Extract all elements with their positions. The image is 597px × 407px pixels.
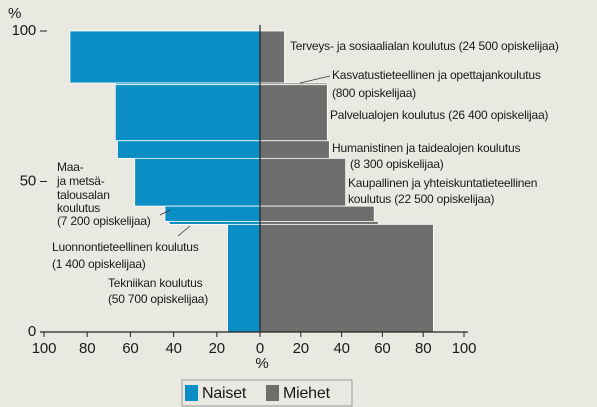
x-tick-label: 20 xyxy=(293,340,309,357)
category-label: Luonnontieteellinen koulutus xyxy=(52,240,199,254)
x-tick-label: 60 xyxy=(122,340,138,357)
bar-men xyxy=(259,140,330,159)
y-axis-label: % xyxy=(8,5,21,22)
x-tick-label: 80 xyxy=(79,340,95,357)
category-label: Kasvatustieteellinen ja opettajankoulutu… xyxy=(332,68,541,82)
bar-men xyxy=(259,84,328,142)
y-tick-label: 50 xyxy=(20,172,36,189)
legend-frame xyxy=(181,379,353,407)
bar-women xyxy=(227,223,261,333)
bar-women xyxy=(69,30,261,84)
bar-men xyxy=(259,223,434,333)
category-label: koulutus xyxy=(57,201,100,215)
legend-swatch xyxy=(185,385,198,401)
x-tick-label: 40 xyxy=(165,340,181,357)
category-label: Maa- xyxy=(57,160,84,174)
x-tick-label: 80 xyxy=(415,340,431,357)
category-label: Terveys- ja sosiaalialan koulutus (24 50… xyxy=(290,39,559,53)
bar-women xyxy=(117,140,261,159)
x-tick-label: 20 xyxy=(209,340,225,357)
bar-men xyxy=(259,30,285,84)
legend-label: Naiset xyxy=(202,385,247,402)
bar-women xyxy=(134,157,261,207)
bar-men xyxy=(259,205,375,222)
x-tick-label: 40 xyxy=(333,340,349,357)
bar-women xyxy=(168,221,261,225)
category-label: ja metsä- xyxy=(56,174,105,188)
category-label: talousalan xyxy=(57,188,110,202)
legend-label: Miehet xyxy=(283,385,331,402)
bar-men xyxy=(259,157,347,207)
category-label: Tekniikan koulutus xyxy=(108,276,203,290)
leader-line xyxy=(177,225,191,237)
leader-line xyxy=(299,75,331,84)
x-tick-label: 100 xyxy=(32,340,56,357)
x-tick-label: 0 xyxy=(256,340,264,357)
x-tick-label: 60 xyxy=(374,340,390,357)
category-label: (800 opiskelijaa) xyxy=(332,86,416,100)
leader-line xyxy=(159,209,171,216)
category-label: (7 200 opiskelijaa) xyxy=(57,214,151,228)
x-tick-label: 100 xyxy=(452,340,476,357)
category-label: Palvelualojen koulutus (26 400 opiskelij… xyxy=(330,108,548,122)
legend-swatch xyxy=(266,385,279,401)
category-label: Kaupallinen ja yhteiskuntatieteellinen xyxy=(348,176,537,190)
x-axis-label: % xyxy=(255,355,268,372)
category-label: (50 700 opiskelijaa) xyxy=(108,292,208,306)
category-label: (1 400 opiskelijaa) xyxy=(52,257,146,271)
bar-women xyxy=(114,84,261,142)
y-tick-label: 100 xyxy=(12,22,36,39)
y-tick-label: 0 xyxy=(28,323,36,340)
bar-women xyxy=(164,205,261,222)
category-label: (8 300 opiskelijaa) xyxy=(350,157,444,171)
category-label: koulutus (22 500 opiskelijaa) xyxy=(348,192,494,206)
bar-men xyxy=(259,221,379,225)
category-label: Humanistinen ja taidealojen koulutus xyxy=(332,141,520,155)
